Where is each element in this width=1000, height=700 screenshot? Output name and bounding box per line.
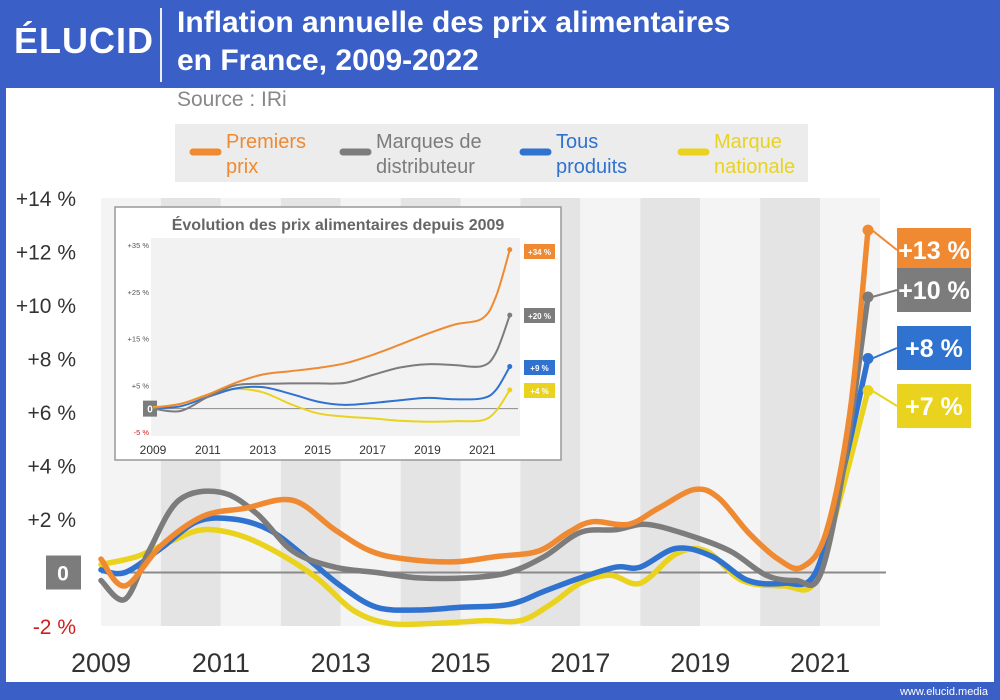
legend-label: Marques de <box>376 131 482 153</box>
series-end-point <box>862 353 874 364</box>
inset-end-label-box <box>524 383 555 398</box>
year-band <box>580 198 641 626</box>
x-tick-label: 2021 <box>790 648 850 678</box>
x-tick-label: 2011 <box>192 648 250 678</box>
inset-end-point <box>507 387 513 393</box>
x-tick-label: 2009 <box>71 648 131 678</box>
inset-x-tick-label: 2015 <box>304 443 331 457</box>
y-tick-label: +8 % <box>28 349 76 372</box>
end-label-text: +10 % <box>898 277 970 305</box>
series-lines <box>98 224 874 628</box>
legend-label: prix <box>226 156 258 178</box>
y-tick-label: +12 % <box>16 242 76 265</box>
x-tick-label: 2017 <box>550 648 610 678</box>
zero-tick-box <box>46 555 81 590</box>
x-tick-label: 2015 <box>431 648 491 678</box>
legend-label: produits <box>556 156 627 178</box>
inset-y-tick-label: 0 <box>147 405 153 416</box>
inset-zero-box <box>143 400 157 417</box>
chart-title-line-1: Inflation annuelle des prix alimentaires <box>177 6 731 39</box>
inset-x-tick-label: 2019 <box>414 443 441 457</box>
inset-end-label-text: +4 % <box>530 387 548 396</box>
y-axis-ticks: -2 % 0 +2 % +4 % +6 % +8 % +10 % +12 % +14 % <box>16 188 81 639</box>
legend-label: Tous <box>556 131 598 153</box>
inset-end-point <box>507 364 513 370</box>
legend-label: Premiers <box>226 131 306 153</box>
inset-end-label-box <box>524 308 555 323</box>
y-tick-label: 0 <box>57 563 69 586</box>
y-tick-label: +14 % <box>16 188 76 211</box>
series-line <box>98 227 871 589</box>
year-band <box>700 198 761 626</box>
inset-end-label-text: +34 % <box>528 248 551 257</box>
inset-y-tick-label: +5 % <box>132 381 150 390</box>
inset-end-point <box>507 247 513 253</box>
inset-y-tick-label: +25 % <box>128 288 150 297</box>
end-label-connector <box>871 347 898 360</box>
inset-chart: Évolution des prix alimentaires depuis 2… <box>114 206 562 461</box>
y-tick-label: -2 % <box>33 616 76 639</box>
x-tick-label: 2013 <box>311 648 371 678</box>
inset-y-tick-label: +15 % <box>128 335 150 344</box>
inset-end-label-text: +9 % <box>530 364 548 373</box>
chart-title-line-2: en France, 2009-2022 <box>177 44 479 77</box>
series-end-point <box>862 385 874 397</box>
inset-x-tick-label: 2013 <box>249 443 276 457</box>
end-label-connector <box>871 389 898 407</box>
legend: Premiers prix Marques de distributeur Tous pr… <box>175 124 808 182</box>
brand-logo: ÉLUCID <box>14 20 154 61</box>
series-line <box>98 355 871 613</box>
y-tick-label: +6 % <box>28 402 76 425</box>
end-label-box <box>897 228 971 272</box>
series-end-point <box>862 291 874 303</box>
end-label-box <box>897 268 971 312</box>
end-label-box <box>897 326 971 370</box>
series-line <box>98 294 871 603</box>
inset-end-point <box>507 312 513 318</box>
inset-series-line <box>152 314 511 413</box>
inset-end-label-box <box>524 244 555 259</box>
footer-site: www.elucid.media <box>899 686 988 698</box>
end-label-box <box>897 384 971 428</box>
end-label-text: +7 % <box>905 393 963 421</box>
legend-label: distributeur <box>376 156 475 178</box>
inset-y-tick-label: +35 % <box>128 241 150 250</box>
end-label-text: +8 % <box>905 335 963 363</box>
inset-y-tick-label: -5 % <box>134 428 150 437</box>
inset-end-label-text: +20 % <box>528 312 551 321</box>
x-tick-label: 2019 <box>670 648 730 678</box>
end-labels: +13 % +10 % +8 % +7 % <box>871 228 971 428</box>
header-divider <box>160 8 162 82</box>
y-tick-label: +10 % <box>16 295 76 318</box>
inset-x-tick-label: 2011 <box>195 443 221 457</box>
end-label-text: +13 % <box>898 237 970 265</box>
chart-title: Inflation annuelle des prix alimentaires… <box>177 4 731 80</box>
header-bar: ÉLUCID Inflation annuelle des prix alime… <box>0 0 1000 88</box>
y-tick-label: +4 % <box>28 456 76 479</box>
inset-series-line <box>152 366 511 410</box>
end-label-connector <box>871 229 898 251</box>
series-end-point <box>862 224 874 236</box>
inset-plot-area <box>151 238 520 436</box>
inset-x-tick-label: 2017 <box>359 443 386 457</box>
legend-label: nationale <box>714 156 795 178</box>
y-tick-label: +2 % <box>28 509 76 532</box>
legend-label: Marque <box>714 131 782 153</box>
inset-x-tick-label: 2021 <box>469 443 496 457</box>
source-label: Source : IRi <box>177 88 287 111</box>
inset-title: Évolution des prix alimentaires depuis 2… <box>172 215 505 234</box>
inset-series-line <box>152 249 511 409</box>
end-label-connector <box>871 289 898 298</box>
inset-x-tick-label: 2009 <box>140 443 167 457</box>
x-axis-ticks: 2009 2011 2013 2015 2017 2019 2021 <box>71 648 850 678</box>
inset-end-label-box <box>524 360 555 375</box>
